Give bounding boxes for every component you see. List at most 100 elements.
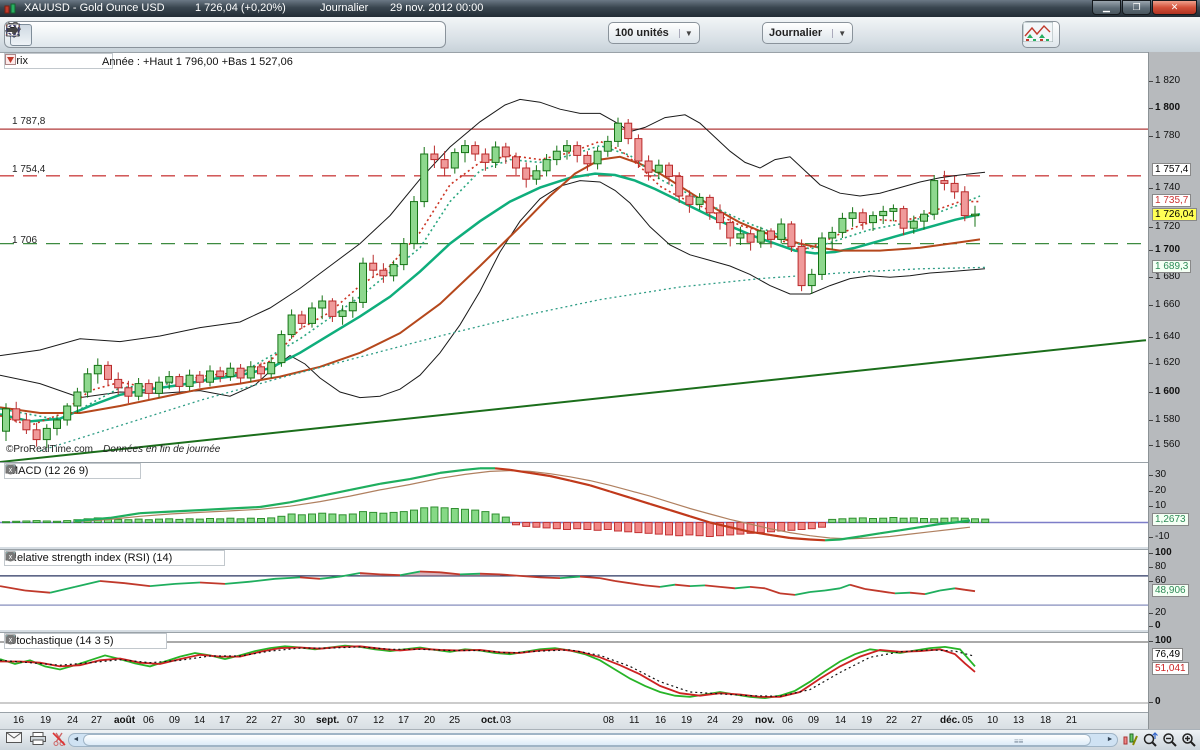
chart-style-button[interactable]: [1022, 21, 1060, 48]
stochastic-chart-canvas[interactable]: [0, 633, 1148, 713]
tick-mark: [1149, 641, 1153, 642]
app-candles-icon: [4, 3, 16, 14]
close-button[interactable]: ✕: [1152, 0, 1197, 15]
tick-mark: [1149, 420, 1153, 421]
date-axis-label: 07: [347, 715, 359, 726]
zigzag-tool-button[interactable]: [6, 24, 248, 46]
macd-chart-canvas[interactable]: [0, 463, 1148, 548]
date-axis-label: 21: [1066, 715, 1078, 726]
minimize-button[interactable]: ▁: [1092, 0, 1121, 15]
price-axis-label: 1 740: [1155, 182, 1181, 193]
email-icon[interactable]: [6, 732, 24, 748]
detach-window-icon[interactable]: [5, 54, 60, 67]
macd-pane-title: MACD (12 26 9): [9, 465, 89, 477]
detach-window-icon[interactable]: [5, 464, 120, 477]
date-axis-label: 05: [962, 715, 974, 726]
price-up-icon[interactable]: [5, 54, 92, 67]
zoom-tool-button[interactable]: [6, 23, 80, 46]
rsi-axis-label: 0: [1155, 620, 1161, 631]
units-dropdown[interactable]: 100 unités ▼: [608, 22, 700, 44]
pattern-bearish-tool-button[interactable]: [6, 24, 344, 46]
zoom-pan-icon[interactable]: [1142, 732, 1160, 748]
date-axis: 16 19 24 27 août 06 09 14 17 22 27 30 sept. 07 12 17 20 2…: [0, 712, 1148, 729]
window-timeframe: Journalier: [320, 2, 369, 14]
fork-tool-button[interactable]: [6, 24, 200, 46]
bottom-bar: ◄ ≡≡ ►: [0, 729, 1200, 750]
scroll-left-arrow[interactable]: ◄: [72, 736, 80, 743]
date-axis-label: 16: [13, 715, 25, 726]
date-axis-label: 19: [861, 715, 873, 726]
close-indicator-icon[interactable]: x: [5, 551, 220, 564]
price-chart-canvas[interactable]: [0, 53, 1148, 463]
tick-mark: [1149, 567, 1153, 568]
tick-mark: [1149, 506, 1153, 507]
delete-drawings-tool-button[interactable]: [8, 24, 320, 46]
horizontal-segment-tool-button[interactable]: [6, 24, 152, 46]
close-indicator-icon[interactable]: x: [5, 464, 136, 477]
rsi-chart-canvas[interactable]: [0, 550, 1148, 631]
price-pane-header: Prix x: [4, 53, 113, 69]
date-axis-label: 24: [67, 715, 79, 726]
rsi-pane: [0, 549, 1148, 630]
maximize-button[interactable]: ❐: [1122, 0, 1151, 15]
date-axis-label: 14: [194, 715, 206, 726]
close-indicator-icon[interactable]: x: [5, 54, 76, 67]
fibonacci-tool-button[interactable]: [6, 24, 224, 46]
date-axis-label: 13: [1013, 715, 1025, 726]
chevron-down-icon: ▼: [678, 28, 693, 38]
price-axis-label: 1 820: [1155, 75, 1181, 86]
tick-mark: [1149, 337, 1153, 338]
settings-wrench-icon[interactable]: [6, 552, 188, 564]
date-axis-label: 11: [629, 715, 640, 726]
price-pane-yearly-range: Année : +Haut 1 796,00 +Bas 1 527,06: [102, 56, 293, 68]
settings-wrench-icon[interactable]: [6, 55, 44, 67]
scroll-right-arrow[interactable]: ►: [1106, 736, 1114, 743]
drawing-tools-tool-button[interactable]: [6, 22, 296, 46]
parallel-channel-tool-button[interactable]: [6, 24, 272, 46]
tick-mark: [1149, 626, 1153, 627]
extended-line-tool-button[interactable]: [5, 23, 128, 46]
horizontal-scrollbar[interactable]: ◄ ≡≡ ►: [68, 733, 1118, 747]
date-axis-label: déc.: [940, 715, 961, 726]
tick-mark: [1149, 392, 1153, 393]
print-icon[interactable]: [30, 732, 48, 748]
forward-arrow-tool-button[interactable]: [7, 24, 416, 46]
close-indicator-icon[interactable]: x: [5, 634, 162, 647]
copyright-line: ©ProRealTime.com Données en fin de journé…: [6, 444, 220, 455]
rsi-axis-label: 80: [1155, 561, 1167, 572]
price-axis-label: 1 660: [1155, 299, 1181, 310]
main-toolbar: T 100 unités ▼ Journalier ▼: [0, 17, 1200, 52]
detach-window-icon[interactable]: [5, 634, 146, 647]
settings-wrench-icon[interactable]: [6, 635, 130, 647]
lasso-icon: [6, 24, 20, 36]
zoom-in-icon[interactable]: [1181, 732, 1199, 748]
settings-wrench-icon[interactable]: [6, 465, 104, 477]
lasso-tool-button[interactable]: [6, 24, 440, 46]
date-axis-label: 22: [246, 715, 258, 726]
tick-mark: [1149, 305, 1153, 306]
vertical-line-tool-button[interactable]: [10, 23, 176, 46]
timeframe-dropdown[interactable]: Journalier ▼: [762, 22, 854, 44]
date-axis-label: 17: [219, 715, 231, 726]
macd-value-box: 1,2673: [1152, 513, 1189, 526]
ruler-tool-button[interactable]: [5, 24, 56, 46]
text-note-tool-button[interactable]: T: [6, 23, 392, 46]
scrollbar-thumb[interactable]: ≡≡: [83, 734, 1091, 746]
date-axis-label: 06: [782, 715, 794, 726]
edit-candles-icon[interactable]: [1122, 732, 1140, 748]
stoch-value-box: 51,041: [1152, 662, 1189, 675]
date-axis-label: 19: [40, 715, 52, 726]
window-datetime: 29 nov. 2012 00:00: [390, 2, 484, 14]
date-axis-label: 27: [911, 715, 923, 726]
detach-window-icon[interactable]: [5, 551, 204, 564]
tick-mark: [1149, 136, 1153, 137]
no-cut-icon[interactable]: [52, 732, 70, 748]
trendline-tool-button[interactable]: [6, 24, 104, 46]
date-axis-label: 20: [424, 715, 436, 726]
pattern-bullish-tool-button[interactable]: [5, 24, 368, 46]
price-down-icon[interactable]: [5, 54, 108, 67]
chevron-down-icon: ▼: [832, 28, 846, 38]
zoom-out-icon[interactable]: [1162, 732, 1180, 748]
macd-axis-label: -10: [1155, 531, 1170, 542]
price-value-box: 1 726,04: [1152, 208, 1197, 221]
